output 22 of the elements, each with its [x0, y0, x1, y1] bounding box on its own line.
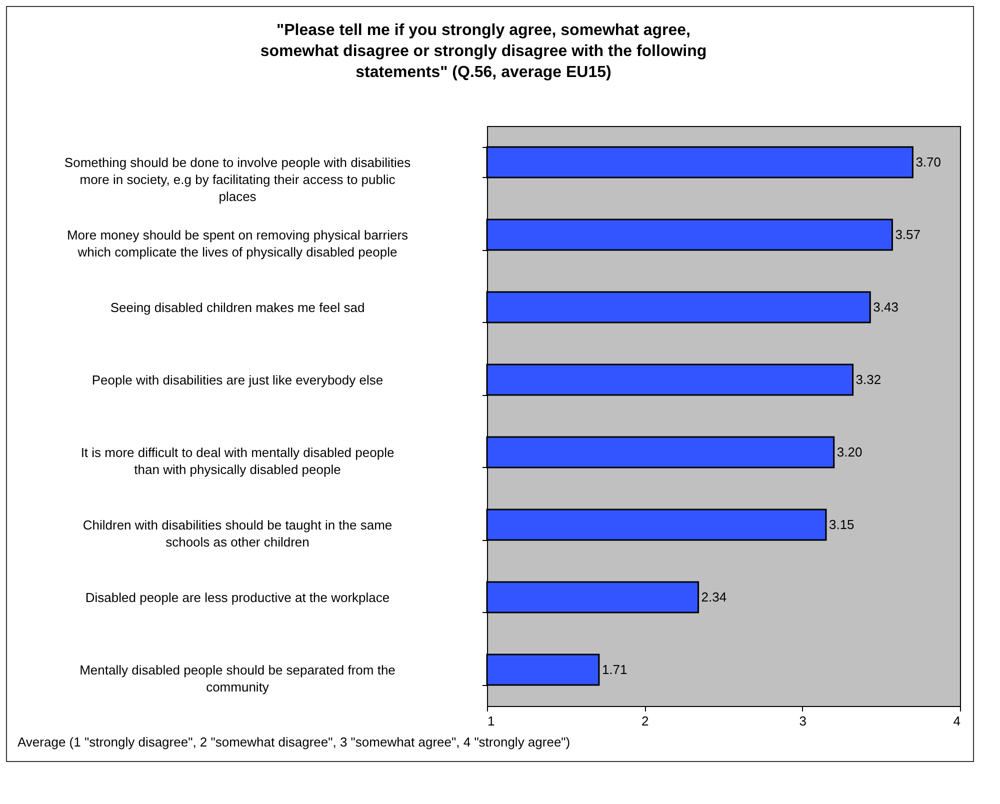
data-label: 2.34: [701, 589, 727, 604]
y-tick-label: Mentally disabled people should be separated from the community: [80, 662, 396, 694]
data-label: 3.15: [828, 516, 854, 532]
y-tick-label: It is more difficult to deal with mentally disabled people than with physically disabled people: [80, 444, 394, 477]
y-tick-label: Seeing disabled children makes me feel sad: [110, 300, 365, 315]
data-label: 3.57: [895, 226, 921, 242]
x-tick-label: 2: [642, 714, 649, 728]
x-tick-label: 3: [799, 714, 806, 728]
x-axis-title: Average (1 "strongly disagree", 2 "somewhat disagree", 3 "somewhat agree", 4 "strongly agree"): [18, 734, 570, 750]
x-tick-label: 1: [488, 714, 495, 728]
x-tick-label: 4: [953, 714, 960, 728]
data-label: 1.71: [602, 662, 628, 677]
chart-title: "Please tell me if you strongly agree, somewhat agree, somewhat disagree or strongly disagree with the following statements" (Q.56, average EU15): [260, 22, 707, 81]
y-tick-label: More money should be spent on removing physical barriers which complicate the lives of physically disabled people: [66, 227, 409, 260]
data-label: 3.20: [836, 444, 862, 460]
y-tick-label: People with disabilities are just like everybody else: [92, 372, 384, 388]
data-label: 3.32: [856, 372, 882, 387]
data-label: 3.43: [873, 299, 898, 314]
y-tick-label: Something should be done to involve people with disabilities more in society, e.g by facilitating their access to public places: [64, 154, 412, 204]
y-tick-label: Children with disabilities should be taught in the same schools as other children: [82, 517, 392, 550]
y-tick-label: Disabled people are less productive at the workplace: [85, 590, 390, 605]
data-label: 3.70: [916, 154, 942, 170]
